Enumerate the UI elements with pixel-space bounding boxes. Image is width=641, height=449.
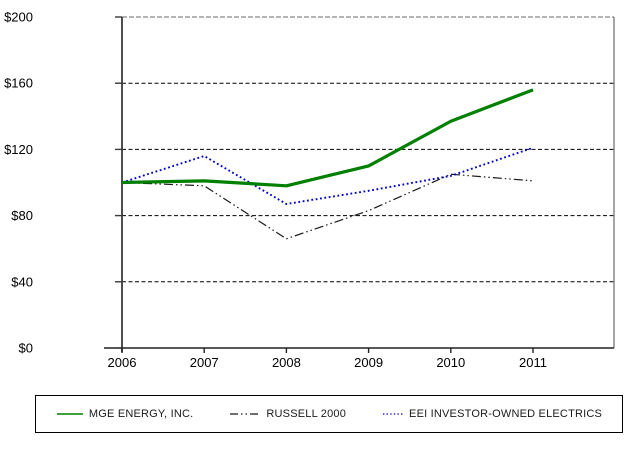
y-tick-label: $80 bbox=[11, 208, 33, 223]
y-tick-label: $0 bbox=[19, 341, 33, 356]
russell-2000-line-swatch-icon bbox=[230, 413, 261, 415]
x-tick-label: 2008 bbox=[272, 355, 301, 370]
y-tick-label: $120 bbox=[4, 142, 33, 157]
x-tick-label: 2006 bbox=[108, 355, 137, 370]
y-tick-label: $200 bbox=[4, 10, 33, 25]
performance-line-chart: $0 $40 $80 $120 $160 $200 2006 2007 2008 2009 2010… bbox=[4, 10, 615, 370]
x-tick-label: 2010 bbox=[436, 355, 465, 370]
x-tick-label: 2009 bbox=[354, 355, 383, 370]
legend-item-mge-energy: MGE ENERGY, INC. bbox=[56, 408, 193, 420]
series-line-eei-investor-owned-electrics bbox=[121, 146, 534, 205]
y-tick-label: $40 bbox=[11, 274, 33, 289]
y-tick-label: $160 bbox=[4, 76, 33, 91]
mge-energy-line-swatch-icon bbox=[56, 413, 83, 415]
legend-item-russell-2000: RUSSELL 2000 bbox=[229, 408, 346, 420]
legend-label-eei-electrics: EEI INVESTOR-OWNED ELECTRICS bbox=[409, 408, 603, 420]
series-line-mge-energy-inc bbox=[121, 88, 534, 188]
series-line-russell-2000 bbox=[121, 173, 534, 240]
x-tick-label: 2007 bbox=[190, 355, 219, 370]
x-tick-label: 2011 bbox=[519, 355, 547, 370]
eei-electrics-line-swatch-icon bbox=[383, 413, 404, 415]
legend-label-mge-energy: MGE ENERGY, INC. bbox=[88, 408, 194, 420]
legend-item-eei-electrics: EEI INVESTOR-OWNED ELECTRICS bbox=[382, 408, 602, 420]
chart-legend: MGE ENERGY, INC. RUSSELL 2000 EEI INVEST… bbox=[35, 395, 623, 433]
legend-label-russell-2000: RUSSELL 2000 bbox=[266, 408, 347, 420]
